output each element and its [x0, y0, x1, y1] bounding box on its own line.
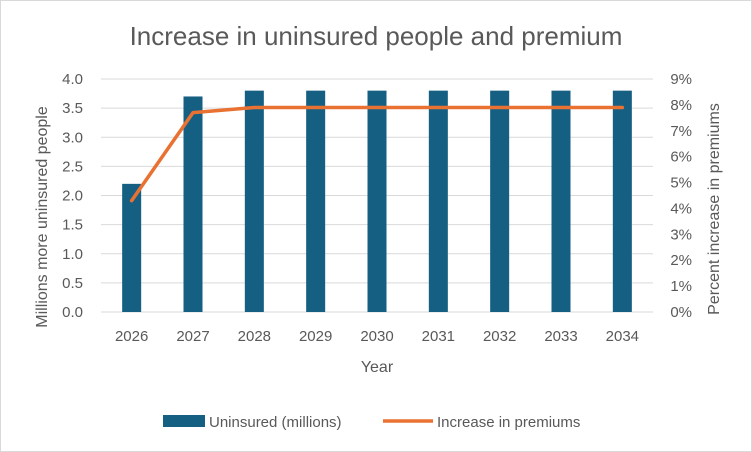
left-axis-title: Millions more uninsured people — [34, 106, 51, 328]
bar — [490, 90, 510, 313]
left-tick-label: 2.5 — [62, 158, 83, 175]
bar — [367, 90, 387, 313]
right-axis-ticks: 0% 1% 2% 3% 4% 5% 6% 7% 8% 9% — [670, 71, 692, 321]
x-tick-label: 2034 — [606, 328, 639, 345]
left-tick-label: 0.0 — [62, 304, 83, 321]
x-axis-title: Year — [361, 359, 394, 376]
legend-line-label: Increase in premiums — [437, 414, 580, 431]
legend-bar-swatch — [163, 415, 205, 427]
x-tick-label: 2028 — [238, 328, 271, 345]
right-tick-label: 7% — [670, 123, 692, 140]
x-tick-label: 2033 — [544, 328, 577, 345]
right-tick-label: 0% — [670, 304, 692, 321]
right-tick-label: 6% — [670, 149, 692, 166]
x-tick-label: 2031 — [422, 328, 455, 345]
left-tick-label: 1.0 — [62, 246, 83, 263]
bar — [428, 90, 448, 313]
left-tick-label: 3.0 — [62, 129, 83, 146]
left-tick-label: 3.5 — [62, 100, 83, 117]
bar — [122, 183, 142, 312]
left-tick-label: 4.0 — [62, 71, 83, 88]
x-axis-ticks: 2026 2027 2028 2029 2030 2031 2032 2033 2034 — [115, 328, 639, 345]
x-tick-label: 2029 — [299, 328, 332, 345]
right-tick-label: 2% — [670, 252, 692, 269]
line-series — [129, 105, 625, 203]
right-tick-label: 4% — [670, 200, 692, 217]
right-axis-title: Percent increase in premiums — [706, 103, 723, 315]
right-tick-label: 3% — [670, 226, 692, 243]
bar — [551, 90, 571, 313]
x-tick-label: 2030 — [360, 328, 393, 345]
left-axis-ticks: 0.0 0.5 1.0 1.5 2.0 2.5 3.0 3.5 4.0 — [62, 71, 83, 321]
x-tick-label: 2032 — [483, 328, 516, 345]
bar-series — [122, 90, 632, 313]
right-tick-label: 5% — [670, 175, 692, 192]
bar — [612, 90, 632, 313]
left-tick-label: 0.5 — [62, 275, 83, 292]
x-tick-label: 2027 — [176, 328, 209, 345]
x-tick-label: 2026 — [115, 328, 148, 345]
bar — [183, 96, 203, 312]
legend-bar-label: Uninsured (millions) — [209, 414, 342, 431]
left-tick-label: 1.5 — [62, 217, 83, 234]
right-tick-label: 9% — [670, 71, 692, 88]
chart-title: Increase in uninsured people and premium — [130, 21, 623, 51]
premium-line — [129, 105, 625, 203]
right-tick-label: 8% — [670, 97, 692, 114]
legend: Uninsured (millions) Increase in premiums — [163, 414, 580, 431]
right-tick-label: 1% — [670, 278, 692, 295]
bar — [306, 90, 326, 313]
bar — [244, 90, 264, 313]
left-tick-label: 2.0 — [62, 188, 83, 205]
